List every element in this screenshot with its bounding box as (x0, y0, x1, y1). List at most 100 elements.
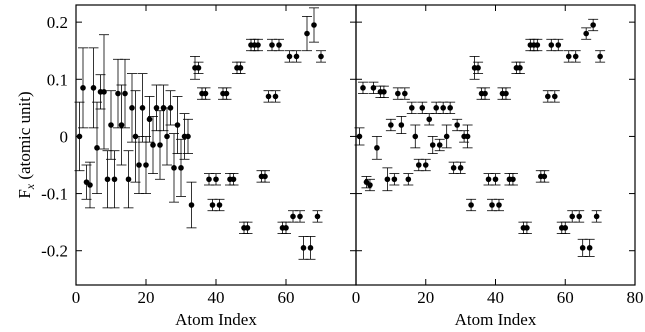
point (202, 90, 209, 97)
point (283, 225, 289, 231)
point (125, 176, 132, 183)
plot-frame (355, 4, 636, 286)
point (311, 22, 317, 28)
point (415, 162, 422, 168)
y-tick-label: -0.2 (41, 242, 68, 261)
point (188, 202, 195, 208)
point (576, 213, 582, 220)
point (171, 165, 177, 171)
point (150, 142, 156, 148)
point (216, 202, 223, 208)
point (534, 42, 541, 48)
point (174, 122, 181, 128)
point (555, 42, 562, 48)
point (367, 182, 373, 188)
y-tick-label: -0.1 (41, 185, 68, 204)
point (293, 53, 300, 60)
y-tick-label: 0 (60, 127, 69, 146)
point (223, 90, 230, 97)
point (286, 53, 293, 60)
point (464, 133, 471, 140)
point (185, 133, 191, 140)
point (122, 90, 128, 97)
point (551, 93, 558, 100)
point (422, 162, 429, 168)
point (360, 85, 366, 91)
point (209, 202, 216, 208)
point (590, 22, 596, 28)
x-axis-label: Atom Index (175, 310, 257, 329)
point (569, 213, 576, 220)
point (111, 176, 118, 183)
point (94, 145, 100, 151)
point (482, 90, 488, 97)
point (237, 65, 244, 71)
point (136, 162, 142, 168)
point (318, 53, 324, 60)
point (440, 105, 446, 111)
x-tick-label: 80 (627, 288, 644, 307)
point (276, 42, 282, 48)
point (541, 173, 548, 180)
point (115, 90, 121, 97)
point (489, 202, 495, 208)
x-tick-label: 40 (208, 288, 225, 307)
y-tick-label: 0.1 (47, 70, 68, 89)
point (419, 105, 426, 111)
y-axis-label-main: F (15, 189, 34, 198)
point (475, 65, 481, 71)
point (164, 133, 170, 140)
point (87, 182, 93, 188)
point (443, 133, 450, 140)
point (167, 105, 174, 111)
x-tick-label: 0 (352, 288, 361, 307)
point (265, 93, 272, 100)
point (108, 122, 114, 128)
plot-frame (75, 4, 357, 286)
x-axis-label: Atom Index (455, 310, 537, 329)
point (436, 142, 443, 148)
point (76, 133, 83, 140)
point (80, 85, 86, 91)
point (297, 213, 303, 220)
point (485, 176, 492, 183)
point (381, 89, 387, 95)
point (255, 42, 261, 48)
point (314, 213, 321, 220)
point (356, 133, 363, 140)
point (583, 30, 589, 37)
point (374, 145, 380, 151)
point (300, 245, 307, 251)
point (230, 176, 237, 183)
point (510, 176, 516, 183)
point (492, 176, 499, 183)
x-tick-label: 60 (557, 288, 574, 307)
point (586, 245, 593, 251)
point (565, 53, 572, 60)
point (395, 90, 401, 97)
point (593, 213, 600, 220)
point (447, 105, 453, 111)
point (562, 225, 569, 231)
point (412, 133, 419, 140)
point (153, 105, 160, 111)
point (384, 176, 391, 183)
point (143, 162, 149, 168)
y-axis-label-sub: x (23, 183, 37, 190)
point (579, 245, 586, 251)
point (290, 213, 296, 220)
point (139, 105, 146, 111)
point (450, 165, 457, 171)
point (405, 176, 412, 183)
point (402, 90, 408, 97)
point (503, 90, 509, 97)
point (398, 122, 405, 128)
point (388, 122, 394, 128)
point (517, 65, 523, 71)
point (213, 176, 219, 183)
point (157, 142, 163, 148)
y-tick-label: 0.2 (47, 13, 68, 32)
point (429, 142, 436, 148)
point (244, 225, 251, 231)
point (409, 105, 415, 111)
